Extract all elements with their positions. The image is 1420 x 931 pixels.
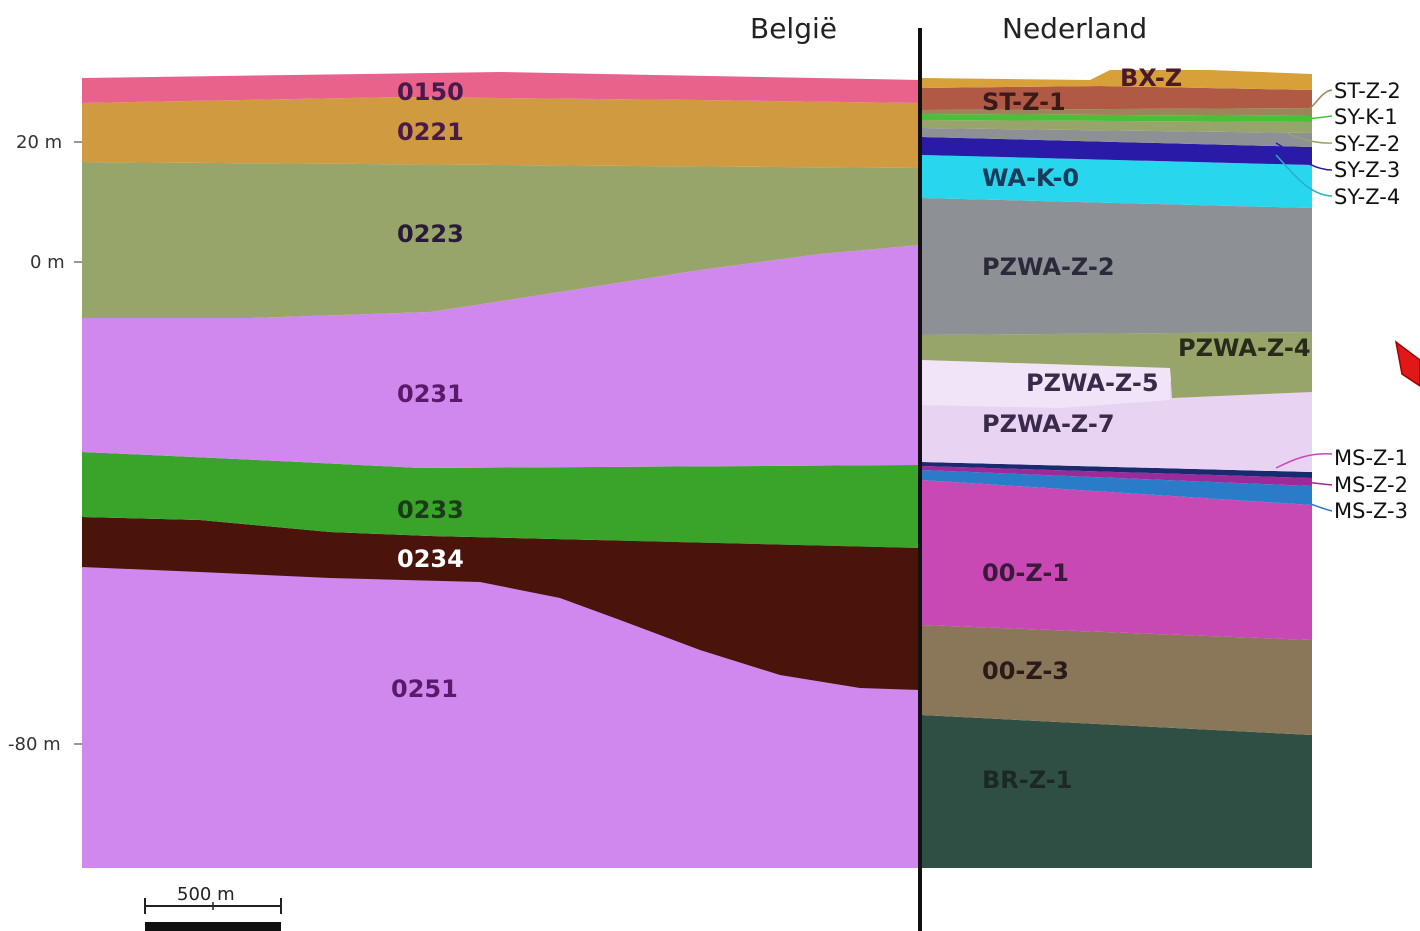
layer-0233 (82, 452, 920, 548)
layer-st-z-2 (922, 108, 1312, 116)
layer-pzwa-z-2 (922, 198, 1312, 335)
label-st-z-1: ST-Z-1 (982, 88, 1066, 116)
arrow-icon (1394, 340, 1420, 387)
y-tick-0: 0 m (30, 252, 65, 273)
label-0231: 0231 (397, 380, 464, 408)
netherlands-section (922, 70, 1312, 868)
layer-sy-z-4 (922, 137, 1312, 165)
layer-0221 (82, 97, 920, 168)
label-0223: 0223 (397, 220, 464, 248)
layer-0234 (82, 517, 920, 690)
label-0251: 0251 (391, 675, 458, 703)
scale-bar: 500 m (144, 884, 282, 931)
side-label-ms-z-2: MS-Z-2 (1334, 473, 1408, 497)
side-label-st-z-2: ST-Z-2 (1334, 79, 1401, 103)
label-pzwa-z-5: PZWA-Z-5 (1026, 369, 1159, 397)
side-label-ms-z-1: MS-Z-1 (1334, 446, 1408, 470)
layer-br-z-1 (922, 715, 1312, 868)
layer-pzwa-z-4 (922, 332, 1312, 398)
y-tick-minus-80: -80 m (8, 734, 61, 755)
label-pzwa-z-7: PZWA-Z-7 (982, 410, 1115, 438)
layer-sy-z-3 (922, 128, 1312, 147)
layer-0223 (82, 162, 920, 318)
belgium-labels: 0150 0221 0223 0231 0233 0234 0251 (391, 78, 464, 703)
label-wa-k-0: WA-K-0 (982, 164, 1079, 192)
country-belgium: België (750, 12, 837, 45)
layer-ms-z-3 (922, 470, 1312, 505)
layer-00-z-3 (922, 625, 1312, 735)
side-labels: ST-Z-2 SY-K-1 SY-Z-2 SY-Z-3 SY-Z-4 MS-Z-… (1334, 79, 1408, 523)
layer-ms-z-2 (922, 466, 1312, 486)
label-00-z-1: 00-Z-1 (982, 559, 1069, 587)
label-0150: 0150 (397, 78, 464, 106)
y-tick-20: 20 m (16, 132, 62, 153)
side-label-sy-z-2: SY-Z-2 (1334, 132, 1400, 156)
leader-lines (1275, 89, 1333, 512)
layer-wa-k-0 (922, 155, 1312, 208)
layer-00-z-1 (922, 480, 1312, 640)
label-0221: 0221 (397, 118, 464, 146)
layer-0150 (82, 72, 920, 103)
label-bx-z: BX-Z (1120, 64, 1182, 92)
layer-ms-z-1 (922, 462, 1312, 478)
layer-bx-z (922, 70, 1312, 90)
label-00-z-3: 00-Z-3 (982, 657, 1069, 685)
layer-pzwa-z-5 (922, 360, 1170, 408)
side-label-sy-k-1: SY-K-1 (1334, 105, 1398, 129)
layer-0231 (82, 245, 920, 468)
side-label-sy-z-4: SY-Z-4 (1334, 185, 1400, 209)
label-pzwa-z-2: PZWA-Z-2 (982, 253, 1115, 281)
country-netherlands: Nederland (1002, 12, 1147, 45)
label-0233: 0233 (397, 496, 464, 524)
label-0234: 0234 (397, 545, 464, 573)
side-label-ms-z-3: MS-Z-3 (1334, 499, 1408, 523)
label-br-z-1: BR-Z-1 (982, 766, 1072, 794)
label-pzwa-z-4: PZWA-Z-4 (1178, 334, 1311, 362)
layer-sy-k-1 (922, 114, 1312, 122)
layer-sy-z-2 (922, 120, 1312, 133)
scale-bar-label: 500 m (177, 884, 235, 905)
belgium-section (82, 72, 920, 868)
layer-st-z-1 (922, 86, 1312, 110)
netherlands-labels: BX-Z ST-Z-1 WA-K-0 PZWA-Z-2 PZWA-Z-4 PZW… (982, 64, 1311, 794)
side-label-sy-z-3: SY-Z-3 (1334, 158, 1400, 182)
y-axis: 20 m 0 m -80 m (8, 132, 82, 755)
